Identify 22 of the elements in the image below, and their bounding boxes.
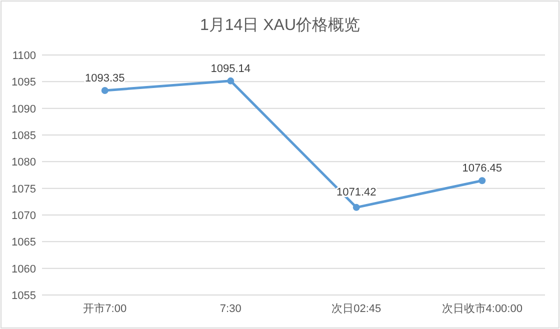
y-tick-label: 1075 [12,183,36,196]
y-tick-label: 1095 [12,76,36,89]
x-tick-label: 次日收市4:00:00 [442,302,522,315]
point [101,86,108,94]
y-tick-label: 1060 [12,263,36,276]
x-tick-label: 次日02:45 [332,303,382,315]
point [478,177,486,184]
data-label: 1095.14 [210,62,251,75]
point [352,204,360,211]
y-tick-label: 1070 [12,210,36,222]
x-tick-label: 开市7:00 [83,302,127,315]
y-tick-label: 1055 [12,290,36,302]
y-tick-label: 1090 [12,103,36,116]
y-tick-label: 1100 [12,50,36,62]
chart-title: 1月14日 XAU价格概览 [200,16,360,34]
y-tick-label: 1080 [12,156,36,169]
y-tick-label: 1085 [12,130,36,142]
x-tick-label: 7:30 [220,303,242,315]
y-tick-label: 1065 [12,236,36,249]
data-label: 1093.35 [84,72,125,84]
data-label: 1076.45 [462,162,502,175]
point [227,77,234,84]
